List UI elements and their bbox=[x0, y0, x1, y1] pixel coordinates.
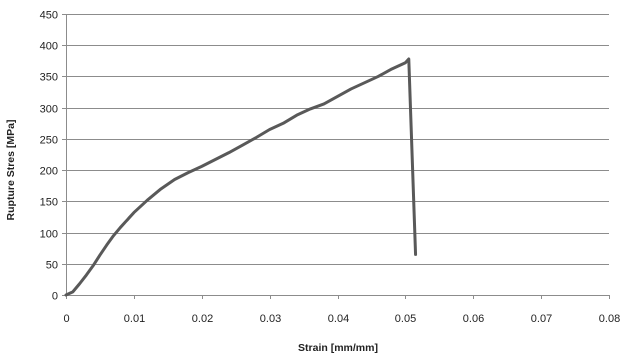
x-tick-label: 0.06 bbox=[463, 313, 484, 325]
x-tick-label: 0.01 bbox=[124, 313, 145, 325]
y-axis-title: Rupture Stres [MPa] bbox=[5, 120, 17, 221]
y-tick-label: 150 bbox=[40, 197, 58, 209]
x-tick-label: 0.03 bbox=[260, 313, 281, 325]
y-tick-label: 350 bbox=[40, 72, 58, 84]
y-tick-label: 400 bbox=[40, 41, 58, 53]
y-tick-label: 200 bbox=[40, 166, 58, 178]
x-axis-title: Strain [mm/mm] bbox=[298, 342, 378, 354]
x-tick-label: 0.08 bbox=[599, 313, 620, 325]
y-tick-label: 100 bbox=[40, 229, 58, 241]
y-tick-label: 250 bbox=[40, 135, 58, 147]
x-tick-label: 0.02 bbox=[192, 313, 213, 325]
x-tick-label: 0.07 bbox=[531, 313, 552, 325]
y-tick-label: 450 bbox=[40, 10, 58, 22]
x-tick-label: 0.05 bbox=[395, 313, 416, 325]
y-tick-label: 300 bbox=[40, 104, 58, 116]
y-tick-label: 0 bbox=[52, 291, 58, 303]
y-tick-label: 50 bbox=[46, 260, 58, 272]
stress-strain-series-line bbox=[64, 57, 418, 297]
x-tick-label: 0.04 bbox=[328, 313, 349, 325]
x-tick-label: 0 bbox=[63, 313, 69, 325]
